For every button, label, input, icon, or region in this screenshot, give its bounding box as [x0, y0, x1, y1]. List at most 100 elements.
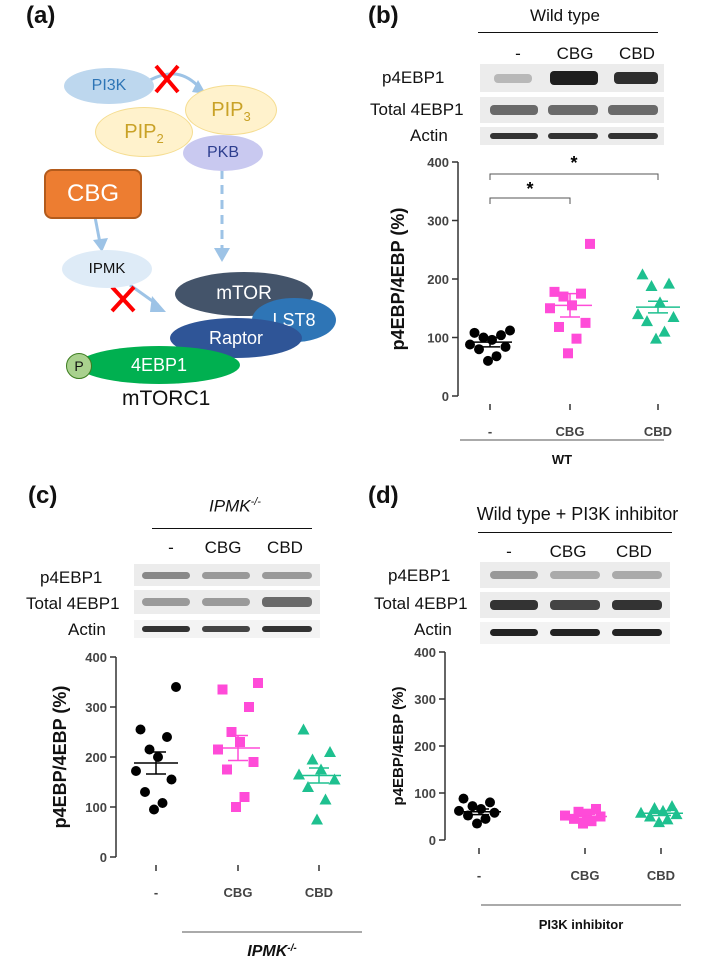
- y-tick-label: 400: [414, 645, 436, 660]
- y-tick-label: 200: [85, 750, 107, 765]
- data-point: [217, 684, 228, 695]
- y-tick-label: 0: [442, 389, 449, 404]
- chart-b: 0 100 200 300 400 p4EBP/4EBP (%) - CBG CBD WT * *: [388, 153, 680, 467]
- data-point: [663, 277, 675, 289]
- data-point: [667, 311, 680, 323]
- lane-label: CBD: [616, 542, 652, 561]
- x-category-label: CBG: [224, 885, 253, 900]
- data-point: [248, 757, 259, 767]
- y-tick-label: 300: [414, 692, 436, 707]
- x-category-label: -: [488, 424, 492, 439]
- data-point: [573, 806, 584, 817]
- data-point: [635, 806, 647, 818]
- pip3-node: PIP3: [185, 85, 277, 135]
- data-point: [480, 813, 491, 824]
- data-point: [297, 723, 310, 735]
- data-point: [463, 810, 473, 821]
- y-tick-label: 200: [414, 739, 436, 754]
- data-point: [226, 727, 237, 737]
- data-point: [474, 344, 484, 355]
- data-point: [253, 678, 263, 688]
- data-point: [505, 325, 515, 336]
- data-point: [571, 333, 582, 344]
- significance-bracket: [489, 173, 659, 180]
- data-point: [549, 286, 560, 297]
- group-label: IPMK-/-: [247, 943, 297, 961]
- data-point: [569, 813, 579, 824]
- x-category-label: CBG: [556, 424, 585, 439]
- data-point: [144, 744, 155, 755]
- data-point: [458, 793, 469, 804]
- data-point: [636, 268, 649, 280]
- x-category-label: CBG: [571, 868, 600, 883]
- arrowhead: [214, 248, 230, 262]
- y-tick-label: 400: [85, 650, 107, 665]
- data-point: [483, 355, 493, 366]
- blot-strip: [480, 127, 664, 145]
- pi3k-node: PI3K: [64, 68, 154, 104]
- lane-label: -: [515, 44, 521, 63]
- lane-label: -: [506, 542, 512, 561]
- y-axis-label: p4EBP/4EBP (%): [390, 687, 407, 806]
- data-point: [311, 813, 323, 825]
- data-point: [302, 781, 314, 792]
- data-point: [485, 797, 495, 808]
- y-tick-label: 200: [427, 272, 449, 287]
- data-point: [666, 800, 678, 812]
- data-point: [580, 317, 591, 328]
- y-tick-label: 0: [429, 833, 436, 848]
- data-point: [650, 332, 662, 344]
- 4ebp1-node: 4EBP1: [78, 346, 240, 384]
- data-point: [293, 768, 305, 780]
- data-point: [171, 682, 181, 692]
- data-point: [157, 798, 168, 808]
- blot-strip: [480, 622, 670, 644]
- blot-row-label: Actin: [414, 620, 452, 639]
- data-point: [578, 818, 588, 829]
- cross-icon: [154, 64, 180, 94]
- data-point: [324, 746, 336, 757]
- blot-header-d: Wild type + PI3K inhibitor: [476, 504, 679, 524]
- group-label-sup: -/-: [287, 943, 297, 954]
- data-point: [645, 280, 658, 292]
- group-label: WT: [552, 452, 572, 467]
- data-point: [472, 818, 482, 829]
- x-category-label: -: [477, 868, 481, 883]
- data-point: [491, 351, 502, 362]
- chart-d: 0 100 200 300 400 p4EBP/4EBP (%) - CBG CBD PI3K i…: [390, 645, 683, 932]
- y-tick-label: 300: [427, 214, 449, 229]
- data-point: [489, 807, 500, 818]
- data-point: [545, 303, 555, 314]
- data-point: [328, 773, 341, 785]
- group-label: PI3K inhibitor: [539, 917, 624, 932]
- data-point: [661, 813, 674, 825]
- panel-b-label: (b): [368, 2, 399, 29]
- data-point: [213, 744, 223, 755]
- lane-label: CBD: [619, 44, 655, 63]
- data-point: [563, 348, 573, 359]
- data-point: [153, 752, 163, 762]
- data-point: [319, 793, 332, 805]
- blot-row-label: p4EBP1: [388, 566, 451, 585]
- data-point: [500, 341, 511, 352]
- header-line: [478, 32, 658, 33]
- arrowhead: [150, 296, 166, 312]
- x-category-label: CBD: [644, 424, 672, 439]
- blot-row-label: Total 4EBP1: [374, 594, 468, 613]
- data-point: [641, 315, 653, 327]
- data-point: [644, 810, 656, 822]
- lane-label: -: [168, 538, 174, 557]
- blot-strip: [480, 64, 664, 92]
- significance-bracket: [489, 197, 571, 204]
- data-point: [560, 810, 570, 821]
- pip2-node: PIP2: [95, 107, 193, 157]
- lane-label: CBD: [267, 538, 303, 557]
- blot-strip: [134, 620, 320, 638]
- data-point: [306, 753, 319, 765]
- arrowhead: [93, 238, 108, 252]
- blot-strip: [134, 590, 320, 614]
- chart-c: 0 100 200 300 400 p4EBP/4EBP (%) - CBG CBD IPMK-/…: [50, 650, 362, 961]
- y-tick-label: 300: [85, 700, 107, 715]
- data-point: [454, 805, 464, 816]
- blot-strip: [480, 592, 670, 618]
